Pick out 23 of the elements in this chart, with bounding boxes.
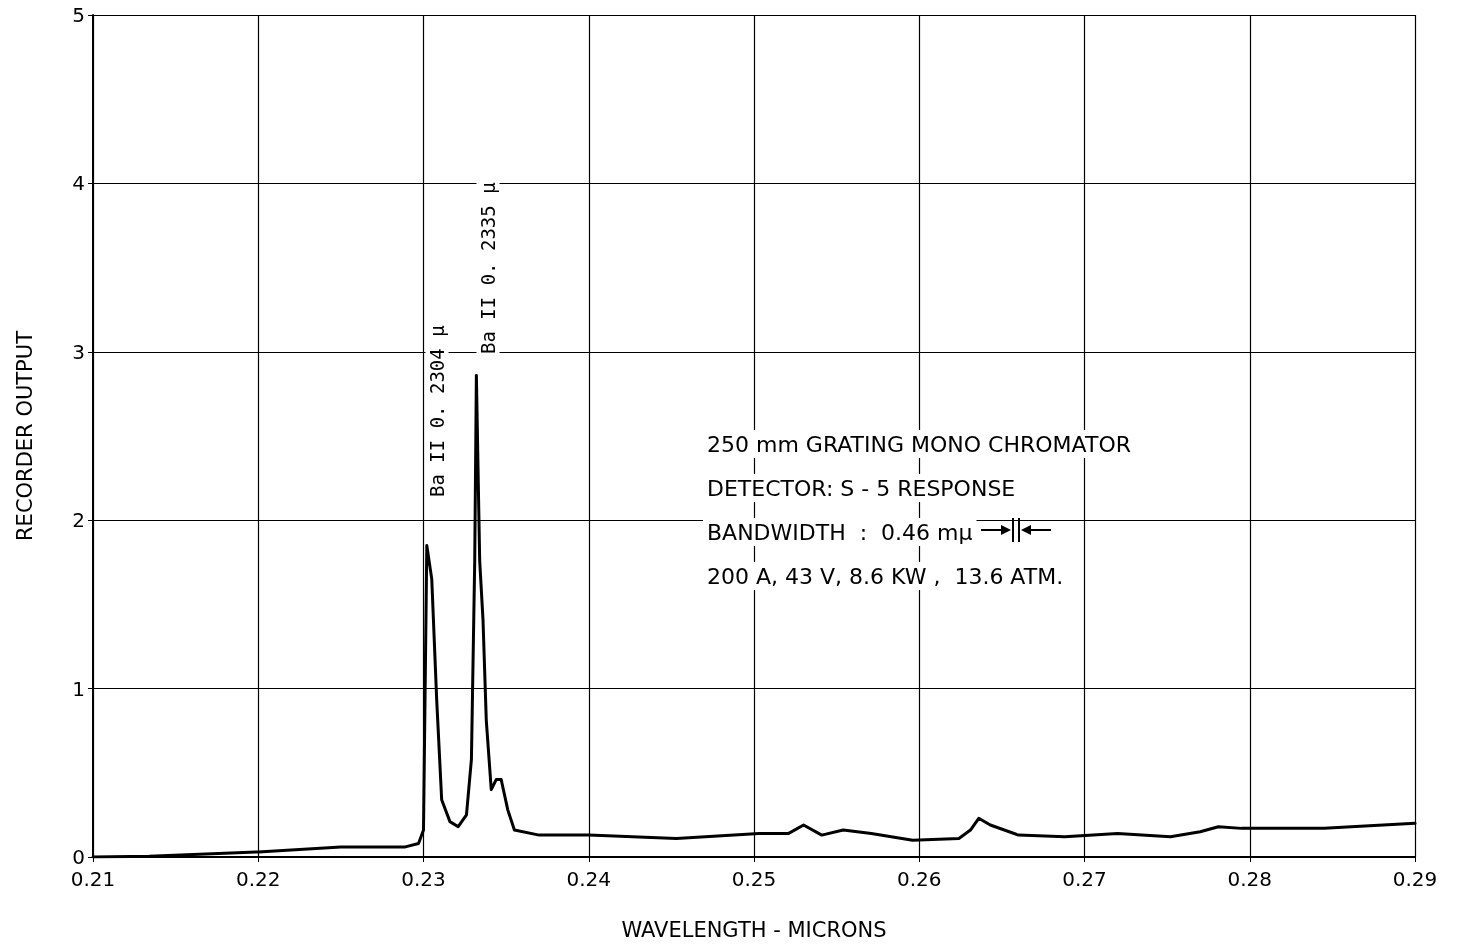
x-tick-label: 0.26 [896,867,942,891]
x-axis-title: WAVELENGTH - MICRONS [621,917,887,942]
y-tick-label: 4 [72,171,85,196]
annotation: 250 mm GRATING MONO CHROMATOR [707,431,1131,457]
x-tick-label: 0.25 [731,867,777,891]
y-tick-label: 0 [72,845,85,869]
annotation: Ba II 0. 2335 μ [477,182,499,354]
x-tick-label: 0.23 [401,867,446,891]
x-tick-label: 0.27 [1062,867,1107,891]
x-tick-label: 0.24 [566,867,612,891]
y-tick-label: 1 [72,676,85,701]
annotation: Ba II 0. 2304 μ [426,325,448,497]
y-tick-label: 3 [72,339,85,364]
y-tick-label: 5 [72,3,85,27]
y-tick-label: 2 [72,508,85,533]
annotation: DETECTOR: S - 5 RESPONSE [707,475,1016,501]
y-axis-title: RECORDER OUTPUT [12,330,37,541]
annotation: 200 A, 43 V, 8.6 KW , 13.6 ATM. [707,563,1064,589]
x-tick-label: 0.28 [1227,867,1273,891]
x-tick-label: 0.29 [1392,867,1438,891]
x-tick-label: 0.21 [70,867,116,891]
x-tick-label: 0.22 [235,867,281,891]
annotation: BANDWIDTH : 0.46 mμ [707,519,973,545]
